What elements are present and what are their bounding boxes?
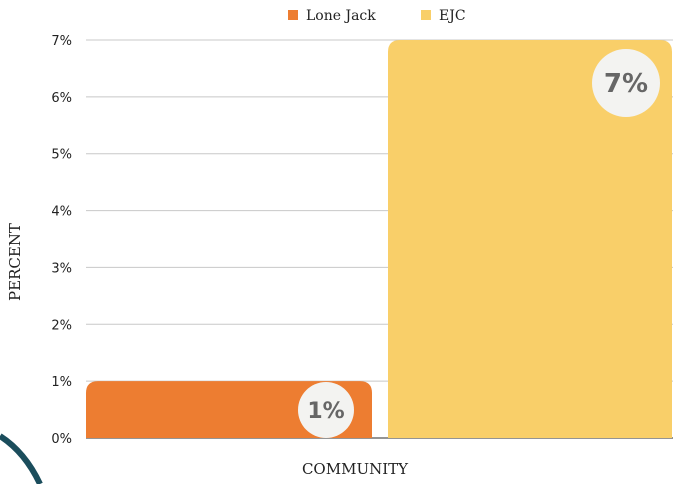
legend-swatch-lone-jack bbox=[288, 10, 298, 20]
y-tick-label: 3% bbox=[51, 261, 72, 276]
data-label: 1% bbox=[307, 399, 344, 424]
y-tick-label: 7% bbox=[51, 34, 72, 49]
y-axis-title: PERCENT bbox=[6, 223, 24, 301]
y-axis-ticks: 0% 1% 2% 3% 4% 5% 6% 7% bbox=[51, 34, 72, 447]
legend-swatch-ejc bbox=[421, 10, 431, 20]
bar-ejc bbox=[388, 40, 672, 438]
legend: Lone Jack EJC bbox=[288, 8, 466, 24]
y-tick-label: 1% bbox=[51, 375, 72, 390]
bars bbox=[86, 40, 672, 438]
y-tick-label: 5% bbox=[51, 148, 72, 163]
y-tick-label: 2% bbox=[51, 318, 72, 333]
y-tick-label: 6% bbox=[51, 91, 72, 106]
y-tick-label: 0% bbox=[51, 432, 72, 447]
data-label: 7% bbox=[604, 69, 648, 99]
y-tick-label: 4% bbox=[51, 205, 72, 220]
data-label-bubble bbox=[592, 49, 660, 117]
data-label-bubble bbox=[298, 382, 354, 438]
bar-lone-jack bbox=[86, 381, 372, 438]
x-axis-title: COMMUNITY bbox=[302, 460, 409, 478]
data-labels: 1% 7% bbox=[298, 49, 660, 438]
legend-label-lone-jack: Lone Jack bbox=[306, 8, 376, 24]
corner-arc-decoration bbox=[0, 433, 43, 486]
legend-label-ejc: EJC bbox=[439, 8, 466, 24]
